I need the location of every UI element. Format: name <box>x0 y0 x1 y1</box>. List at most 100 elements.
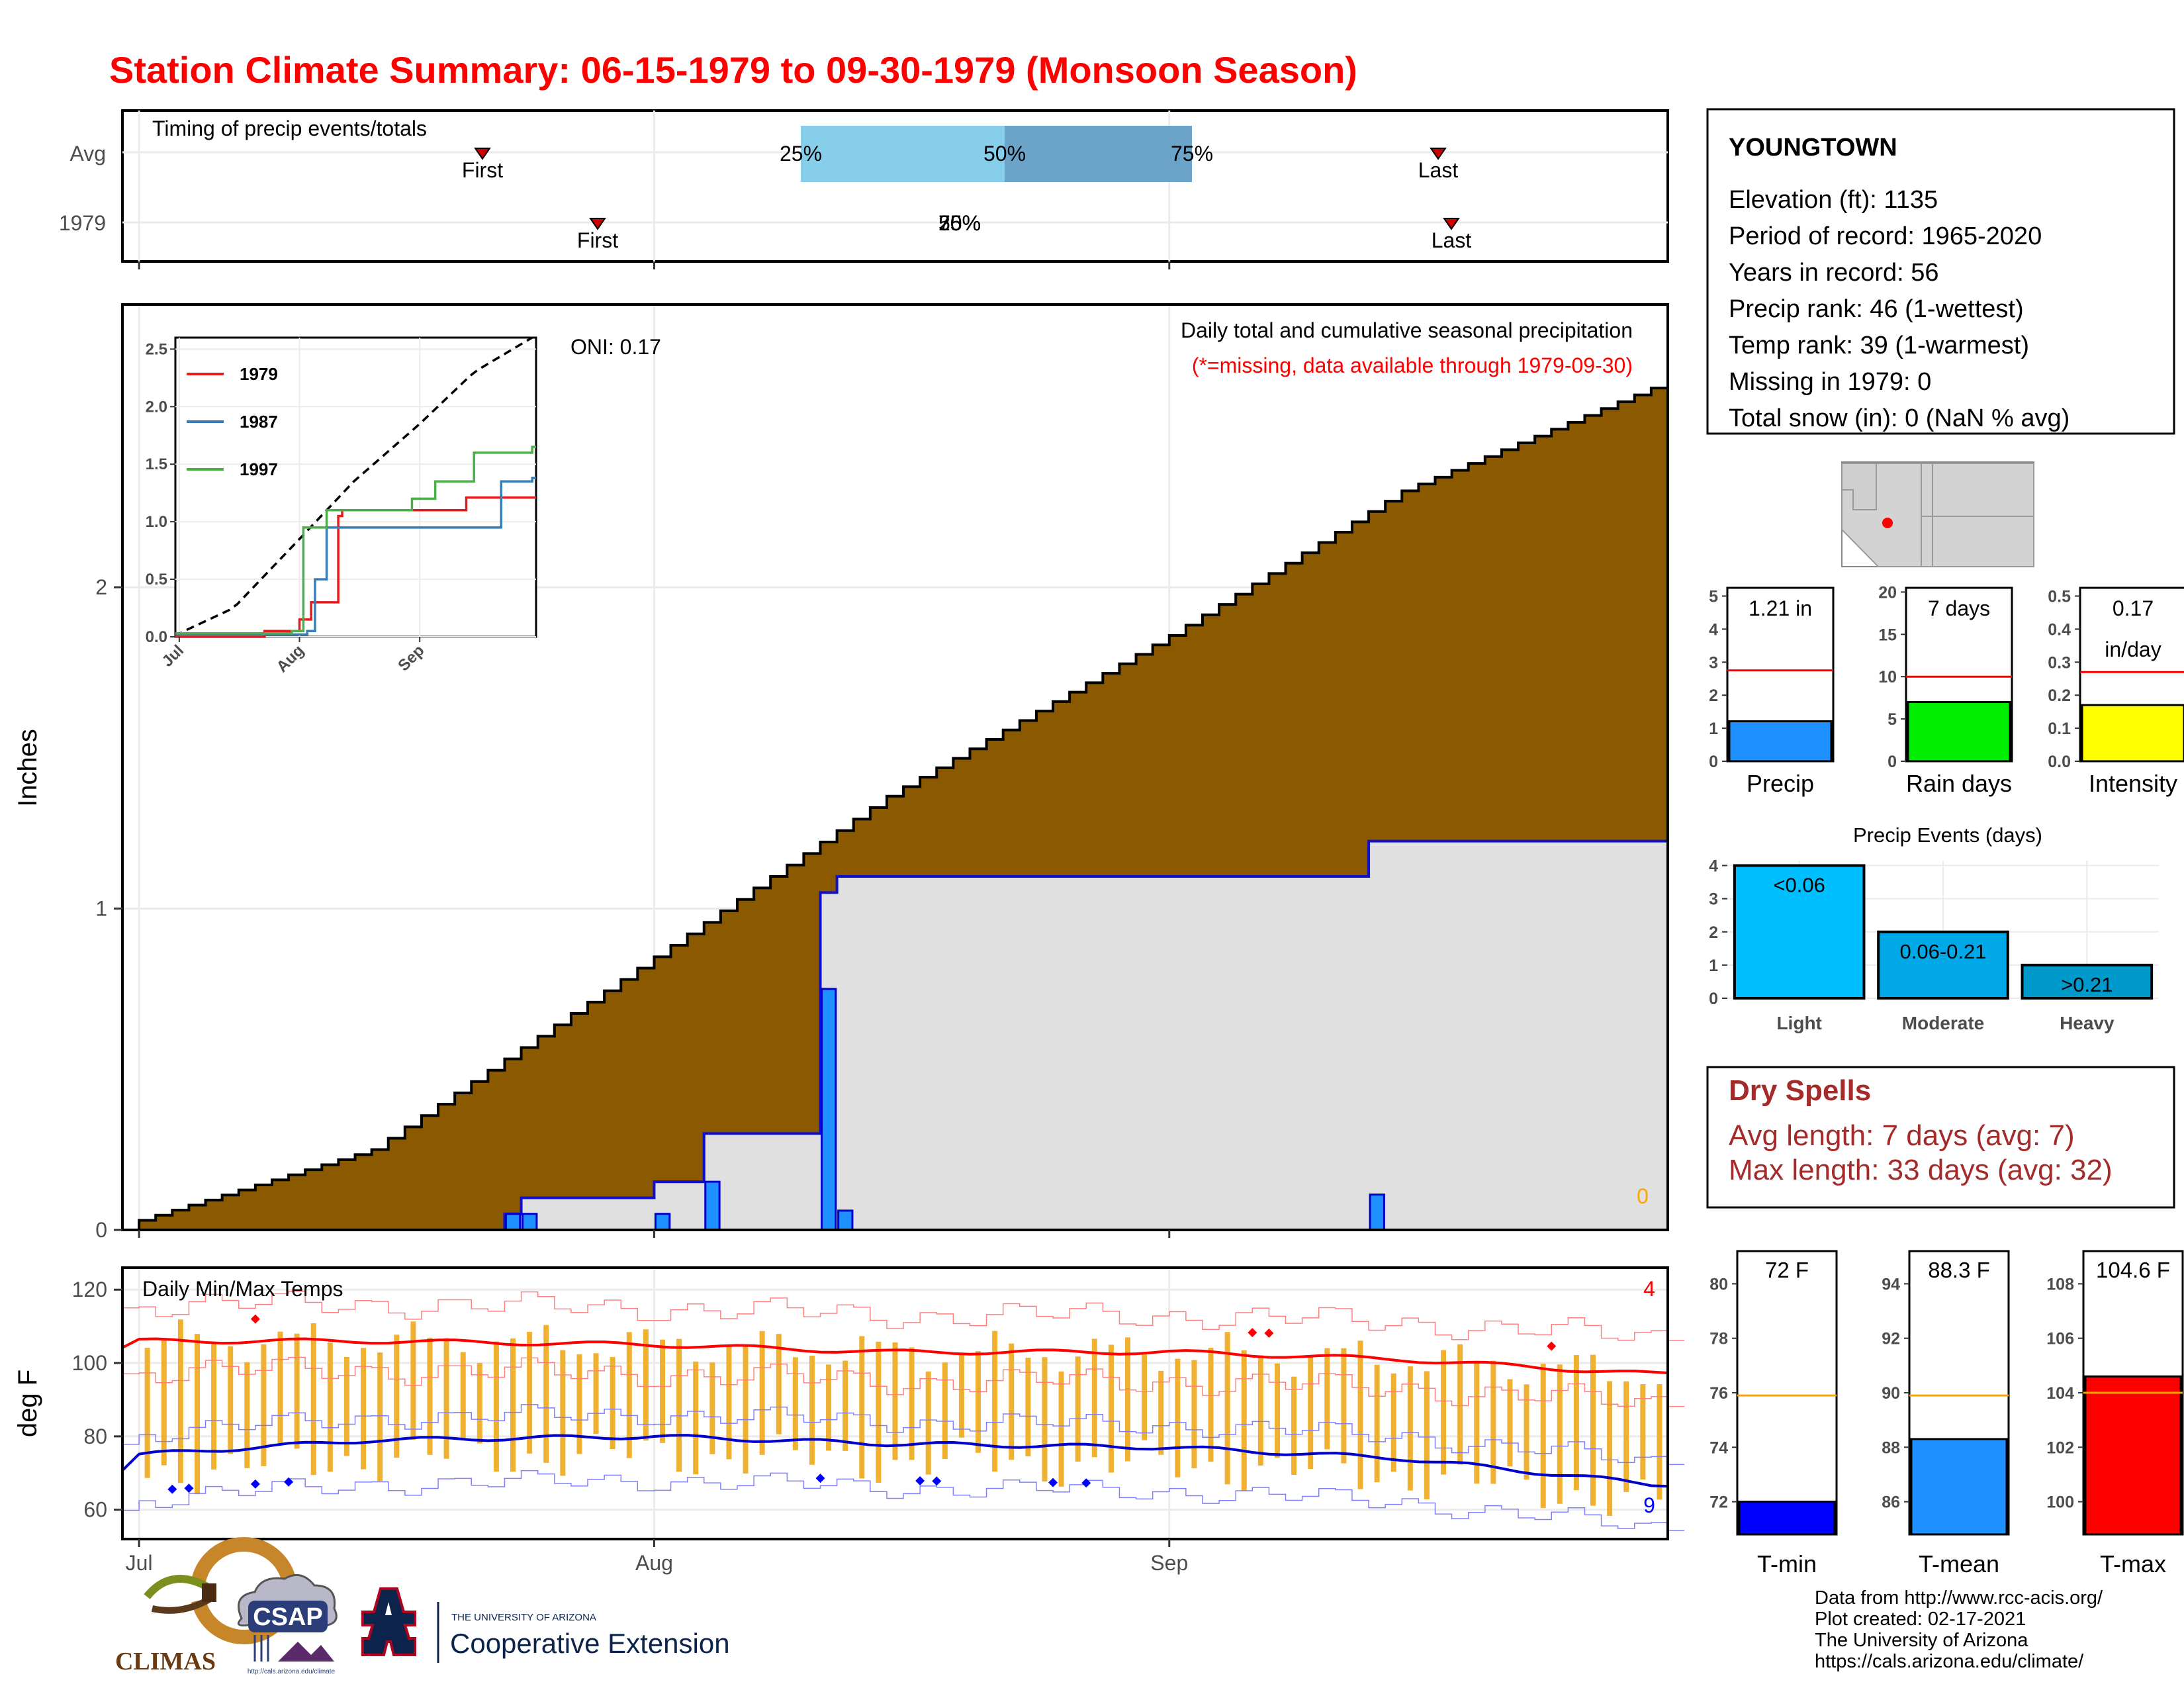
daily-temp-bar <box>909 1347 915 1460</box>
daily-temp-bar <box>211 1342 217 1470</box>
avg-p25-label: 25% <box>780 142 822 165</box>
event-bar-Light <box>1733 864 1866 1000</box>
summary-bar-Precip <box>1728 720 1833 763</box>
event-bar-Moderate <box>1877 930 2009 1000</box>
daily-temp-bar <box>327 1342 333 1472</box>
events-title: Precip Events (days) <box>1853 823 2042 847</box>
temp-summary-box-T-min <box>1736 1250 1838 1536</box>
summary-ytick-label: 5 <box>1888 710 1897 729</box>
locator-map <box>1841 461 2034 567</box>
daily-temp-bar <box>1524 1384 1529 1480</box>
daily-temp-bar <box>1075 1356 1081 1462</box>
summary-label-Intensity: Intensity <box>2089 770 2177 797</box>
summary-ytick-label: 0.0 <box>2048 753 2071 771</box>
daily-temp-bar <box>493 1341 499 1472</box>
y1979-first-marker <box>589 218 606 230</box>
daily-temp-bar <box>925 1371 931 1475</box>
legend-note: (*=missing, data available through 1979-… <box>1192 353 1633 377</box>
summary-label-Rain days: Rain days <box>1906 770 2012 797</box>
footer-credits: Data from http://www.rcc-acis.org/ Plot … <box>1815 1587 2103 1672</box>
temp-summary-ytick-label: 90 <box>1882 1384 1900 1403</box>
daily-temp-bar <box>394 1335 400 1458</box>
avg-p50-label: 50% <box>983 142 1026 165</box>
temp-summary-ytick-label: 72 <box>1709 1493 1728 1512</box>
summary-ytick-label: 20 <box>1878 583 1897 602</box>
inset-legend-label-1979: 1979 <box>240 364 278 384</box>
summary-ytick-label: 10 <box>1878 668 1897 686</box>
daily-temp-bar <box>1573 1355 1579 1491</box>
avg-last-marker <box>1430 148 1447 160</box>
daily-temp-bar <box>194 1334 200 1495</box>
record-low-marker <box>250 1479 260 1489</box>
temp-summary-label-T-mean: T-mean <box>1919 1550 1999 1577</box>
summary-value-Rain days: 7 days <box>1928 596 1990 620</box>
daily-temp-bar <box>1341 1348 1347 1464</box>
daily-temp-bar <box>1158 1370 1164 1455</box>
daily-temp-bar <box>310 1323 316 1476</box>
temp-summary-ytick-label: 106 <box>2046 1330 2074 1348</box>
daily-temp-bar <box>1324 1348 1330 1450</box>
daily-temp-bar <box>1291 1376 1297 1476</box>
daily-temp-bar <box>1457 1344 1463 1465</box>
temp-xtick-label: Aug <box>635 1551 673 1575</box>
y1979-cumulative-area <box>503 839 1669 1231</box>
record-high-marker <box>250 1314 260 1324</box>
climas-logo-text: CLIMAS <box>115 1648 216 1675</box>
temp-ytick-label: 60 <box>83 1498 107 1522</box>
dry-spells-max: Max length: 33 days (avg: 32) <box>1729 1154 2113 1186</box>
temp-ytick-label: 100 <box>72 1351 107 1375</box>
temp-summary-ytick-label: 74 <box>1709 1438 1728 1457</box>
daily-temp-bar <box>1607 1381 1613 1516</box>
record-low-marker <box>815 1474 825 1483</box>
daily-temp-bar <box>958 1354 964 1438</box>
temp-summary-label-T-min: T-min <box>1757 1550 1817 1577</box>
daily-temp-bar <box>1590 1354 1596 1506</box>
record-low-line <box>122 1470 1685 1531</box>
summary-bars: 1.21 in Precip 0 1 2 3 4 5 7 days Rain days 0 5 10 15… <box>1709 583 2184 797</box>
summary-ytick-label: 0.1 <box>2048 720 2071 738</box>
inset-ytick-label: 0.5 <box>146 571 167 588</box>
daily-temp-bar <box>1175 1358 1181 1477</box>
page-title: Station Climate Summary: 06-15-1979 to 0… <box>109 49 1357 91</box>
daily-temp-bar <box>1540 1363 1546 1509</box>
footer-line-1: Plot created: 02-17-2021 <box>1815 1609 2026 1630</box>
timing-row-avg: Avg <box>69 142 106 165</box>
daily-precip-bar <box>522 1213 538 1231</box>
daily-temp-bar <box>842 1360 848 1451</box>
ua-small-text: THE UNIVERSITY OF ARIZONA <box>451 1612 596 1623</box>
event-label-Light: Light <box>1776 1013 1821 1033</box>
temp-ylabel: deg F <box>13 1370 42 1437</box>
temp-summary-ytick-label: 100 <box>2046 1493 2074 1512</box>
dry-spells-avg: Avg length: 7 days (avg: 7) <box>1729 1119 2075 1152</box>
oni-label: ONI: 0.17 <box>570 335 661 359</box>
temp-summary-bars: 72 F T-min 72 74 76 78 80 88.3 F T-mean 86 88 90 92 9… <box>1709 1250 2184 1577</box>
daily-precip-bar <box>504 1213 522 1231</box>
record-high-min-line <box>122 1404 1685 1466</box>
footer-line-0: Data from http://www.rcc-acis.org/ <box>1815 1587 2103 1609</box>
daily-temp-bar <box>659 1339 665 1443</box>
daily-temp-bar <box>809 1355 815 1465</box>
daily-precip-bar <box>704 1180 721 1231</box>
temp-low-count: 9 <box>1643 1493 1655 1517</box>
summary-ytick-label: 3 <box>1709 653 1718 672</box>
daily-temp-bar <box>1623 1381 1629 1492</box>
temp-summary-ytick-label: 102 <box>2046 1438 2074 1457</box>
temp-summary-value-T-mean: 88.3 F <box>1928 1258 1990 1282</box>
summary-bar-Rain days <box>1907 701 2011 763</box>
avg-min-line <box>121 1434 1668 1488</box>
events-ytick-label: 0 <box>1709 990 1718 1008</box>
record-low-marker <box>932 1476 942 1486</box>
daily-temp-bar <box>377 1352 383 1481</box>
daily-temp-bar <box>560 1350 566 1476</box>
summary-ytick-label: 0 <box>1709 753 1718 771</box>
daily-temp-bar <box>1257 1355 1263 1466</box>
temp-summary-ytick-label: 92 <box>1882 1330 1900 1348</box>
inset-ytick-label: 2.0 <box>146 398 167 416</box>
avg-last-label: Last <box>1418 158 1459 182</box>
event-bar-value-Heavy: >0.21 <box>2061 973 2113 996</box>
timing-panel-label: Timing of precip events/totals <box>152 117 427 140</box>
daily-temp-bar <box>743 1346 749 1474</box>
summary-ytick-label: 5 <box>1709 587 1718 606</box>
temp-summary-label-T-max: T-max <box>2100 1550 2166 1577</box>
daily-temp-bar <box>1557 1364 1563 1504</box>
